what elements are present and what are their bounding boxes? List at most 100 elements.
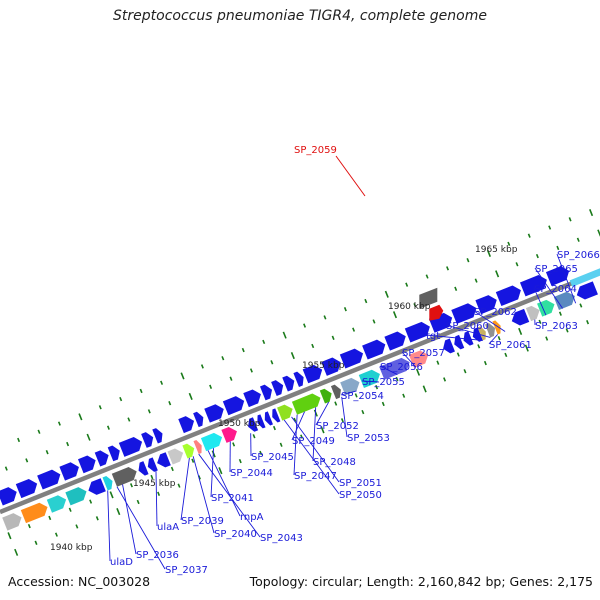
gene-reverse-2 (20, 502, 48, 524)
tick-row-outer (384, 290, 389, 298)
backbone-highlight (569, 268, 600, 287)
tick-row-mid (270, 360, 274, 365)
tick-row-inner (293, 417, 297, 423)
gene-labels: SP_2066 SP_2065 SP_2064 SP_2063 SP_2062 SP_20… (110, 145, 600, 576)
tick-row-outer (262, 339, 266, 345)
tick-row-far (177, 483, 181, 488)
accession-text: Accession: NC_003028 (8, 574, 151, 589)
tick-row-outer (364, 298, 368, 304)
gene-forward-2 (15, 478, 38, 499)
gene-label-sp-2055: SP_2055 (362, 377, 405, 388)
tick-row-far (259, 450, 263, 456)
tick-row-inner (436, 360, 440, 365)
tick-row-mid (229, 376, 233, 381)
gene-label-rnpa: rnpA (240, 512, 264, 523)
tick-row-mid (249, 368, 253, 373)
gene-reverse-13 (193, 439, 202, 455)
gene-label-sp-2059: SP_2059 (294, 145, 337, 156)
gene-forward-9 (141, 432, 154, 448)
leader-sp_2057 (401, 351, 417, 368)
gene-label-sp-2041: SP_2041 (211, 493, 254, 504)
gene-label-sp-2057: SP_2057 (402, 348, 445, 359)
gene-label-sp-2043: SP_2043 (260, 533, 303, 544)
tick-row-mid (413, 302, 417, 308)
tick-row-inner (375, 385, 379, 390)
tick-row-inner (456, 352, 460, 357)
gene-forward-14 (222, 396, 245, 416)
tick-row-outer (241, 347, 245, 353)
gene-label-sp-2039: SP_2039 (181, 516, 224, 527)
tick-row-outer (57, 421, 61, 426)
leader-sp_2061 (488, 334, 499, 345)
leader-sp_2066 (556, 253, 577, 304)
tick-row-outer (425, 274, 429, 279)
gene-label-sp-2037: SP_2037 (165, 565, 208, 576)
tick-row-mid (535, 253, 539, 259)
gene-label-sp-2054: SP_2054 (341, 391, 384, 402)
tick-row-inner (272, 425, 276, 431)
tick-row-mid (372, 319, 376, 324)
gene-forward-6 (94, 450, 109, 467)
gene-forward-30 (519, 275, 547, 297)
gene-reverse-39 (576, 281, 598, 300)
tick-row-outer (180, 372, 185, 380)
tick-row-inner (129, 483, 133, 488)
tick-row-outer (221, 356, 225, 361)
tick-row-outer (17, 437, 21, 443)
tick-row-inner (538, 319, 542, 324)
tick-row-outer (282, 331, 287, 339)
tick-row-outer (37, 429, 41, 434)
tick-row-mid (576, 237, 580, 242)
tick-row-far (75, 524, 79, 529)
tick-row-far (238, 458, 242, 464)
tick-row-mid (25, 458, 29, 463)
gene-reverse-3 (46, 495, 67, 513)
tick-row-inner (334, 401, 338, 406)
gene-reverse-9 (147, 457, 158, 472)
gene-forward-21 (321, 357, 341, 376)
leader-sp_2043 (198, 453, 261, 538)
leader-sp_2064 (533, 287, 547, 316)
leader-sp_2054 (340, 390, 357, 396)
tick-row-far (504, 352, 508, 358)
tick-row-outer (527, 233, 531, 238)
tick-row-inner (477, 344, 481, 349)
gene-label-sp-2066: SP_2066 (557, 250, 600, 261)
tick-row-outer (466, 258, 470, 263)
gene-forward-22 (339, 348, 364, 369)
gene-reverse-35 (511, 308, 530, 326)
tick-row-outer (343, 307, 347, 312)
leader-sp_2065 (534, 267, 564, 309)
tick-row-inner (558, 311, 562, 316)
gene-forward-18 (282, 375, 295, 392)
tick-row-far (320, 426, 325, 434)
gene-forward-1 (0, 487, 17, 506)
gene-sp2059 (429, 304, 444, 321)
gene-reverse-7 (111, 467, 137, 487)
tick-row-outer (548, 225, 552, 230)
tick-row-outer (405, 282, 409, 287)
gene-forward-17 (271, 380, 284, 396)
tick-row-inner (7, 532, 12, 540)
tick-row-mid (311, 343, 315, 349)
tick-row-far (218, 467, 223, 475)
tick-row-outer (78, 413, 83, 421)
gene-label-sp-2040: SP_2040 (214, 529, 257, 540)
gene-sp2059-grey (419, 287, 438, 309)
gene-label-sp-2065: SP_2065 (535, 264, 578, 275)
leader-sp_2036 (122, 484, 137, 555)
gene-forward-24 (384, 331, 406, 351)
tick-row-inner (89, 499, 93, 504)
tick-row-inner (48, 515, 52, 521)
tick-row-mid (515, 262, 519, 267)
scale-label-1: 1940 kbp (50, 543, 93, 553)
leader-sp_2062 (473, 310, 506, 332)
tick-row-inner (313, 409, 318, 417)
gene-reverse-33 (485, 322, 496, 338)
tick-row-inner (191, 458, 195, 463)
tick-row-inner (109, 491, 114, 499)
tick-row-inner (170, 466, 174, 472)
gene-forward-19 (293, 371, 304, 388)
gene-reverse-15 (221, 426, 237, 443)
gene-forward-27 (451, 303, 477, 324)
